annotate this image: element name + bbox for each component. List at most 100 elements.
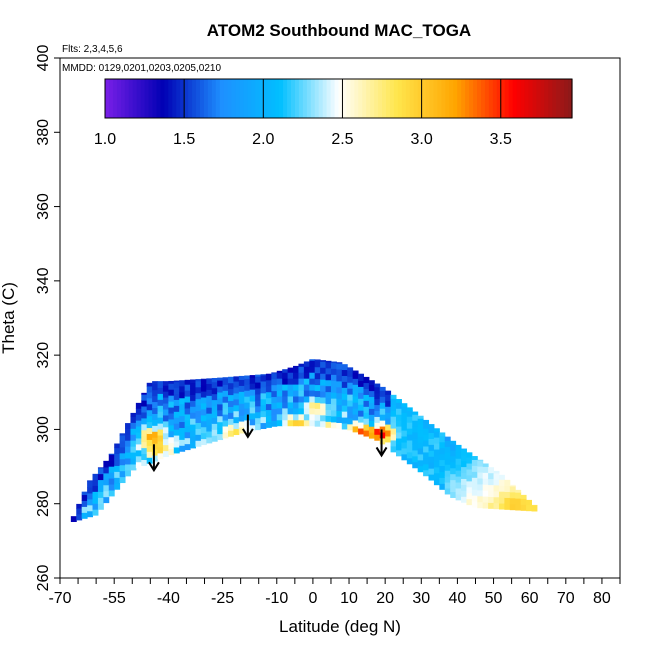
heatmap-cell (152, 431, 159, 438)
heatmap-cell (368, 432, 375, 439)
heatmap-cell (450, 473, 457, 481)
colorbar-segment (219, 79, 225, 118)
heatmap-cell (498, 497, 505, 504)
heatmap-cell (265, 421, 272, 428)
heatmap-cell (358, 373, 364, 376)
heatmap-cell (455, 444, 462, 447)
x-tick-label: 20 (376, 590, 394, 607)
heatmap-cell (108, 453, 115, 455)
heatmap-cell (471, 489, 478, 496)
heatmap-cell (455, 482, 462, 489)
heatmap-cell (309, 407, 316, 415)
heatmap-cell (135, 449, 142, 457)
heatmap-cell (233, 376, 240, 382)
heatmap-cell (406, 422, 413, 429)
heatmap-cell (217, 392, 224, 399)
heatmap-cell (303, 384, 310, 391)
heatmap-cell (125, 463, 131, 471)
heatmap-cell (412, 443, 419, 451)
colorbar-segment (516, 79, 522, 118)
heatmap-cell (206, 401, 213, 408)
heatmap-cell (433, 437, 440, 444)
heatmap-cell (293, 401, 299, 409)
heatmap-cell (233, 392, 240, 400)
x-axis: -70 -55 -40 -25 -10 0 10 20 30 40 50 60 70 80 (48, 578, 621, 607)
heatmap-cell (352, 425, 359, 433)
colorbar-segment (255, 79, 260, 118)
heatmap-cell (195, 404, 202, 412)
heatmap-cell (352, 384, 359, 391)
heatmap-cell (488, 467, 495, 474)
heatmap-cell (433, 449, 440, 456)
heatmap-cell (390, 404, 397, 411)
heatmap-cell (217, 397, 224, 405)
heatmap-cell (379, 426, 386, 433)
heatmap-cell (330, 410, 337, 417)
heatmap-cell (325, 421, 332, 428)
heatmap-cell (81, 506, 88, 513)
heatmap-cell (379, 432, 386, 439)
heatmap-cell (97, 479, 104, 487)
heatmap-cell (379, 386, 386, 391)
colorbar-segment (488, 79, 494, 118)
heatmap-cell (135, 426, 142, 433)
heatmap-cell (314, 390, 321, 397)
heatmap-cell (276, 396, 283, 403)
heatmap-cell (130, 440, 137, 447)
heatmap-cell (368, 408, 375, 415)
heatmap-cell (211, 405, 218, 413)
heatmap-cell (168, 412, 175, 420)
x-tick-label: -10 (265, 590, 288, 607)
heatmap-cell (238, 375, 245, 380)
heatmap-cell (385, 400, 392, 407)
heatmap-cell (195, 434, 202, 441)
heatmap-cell (358, 392, 364, 399)
heatmap-cell (135, 455, 142, 463)
heatmap-cell (417, 442, 424, 449)
heatmap-cell (374, 434, 381, 441)
heatmap-cell (249, 383, 256, 390)
heatmap-cell (135, 420, 142, 427)
heatmap-cell (498, 503, 505, 510)
heatmap-cell (504, 491, 511, 498)
heatmap-cell (173, 399, 180, 406)
heatmap-cell (347, 370, 354, 377)
heatmap-cell (276, 378, 283, 385)
heatmap-cell (206, 413, 213, 420)
heatmap-cell (488, 472, 495, 480)
heatmap-cell (162, 381, 169, 386)
colorbar-segment (302, 79, 308, 118)
heatmap-cell (228, 382, 234, 390)
heatmap-cell (401, 447, 408, 455)
heatmap-cell (81, 512, 88, 519)
heatmap-cell (211, 423, 218, 430)
heatmap-cell (282, 413, 289, 421)
heatmap-cell (168, 430, 175, 438)
heatmap-cell (309, 372, 316, 379)
colorbar-segment (564, 79, 569, 118)
annotation-arrows (148, 414, 388, 473)
plot-frame (59, 57, 621, 579)
heatmap-cell (466, 457, 473, 464)
heatmap-cell (179, 409, 186, 417)
heatmap-cell (336, 386, 343, 394)
heatmap-cell (439, 447, 446, 455)
heatmap-cell (390, 434, 397, 441)
heatmap-cell (336, 410, 343, 418)
heatmap-cell (287, 367, 294, 373)
heatmap-cell (255, 388, 262, 395)
heatmap-cell (320, 373, 327, 380)
colorbar-segment (457, 79, 462, 118)
heatmap-cell (157, 446, 164, 454)
heatmap-cell (114, 447, 121, 455)
heatmap-cell (531, 505, 538, 512)
heatmap-cell (179, 439, 186, 446)
heatmap-cell (233, 428, 240, 436)
colorbar-segment (259, 79, 264, 118)
heatmap-cell (135, 408, 142, 415)
colorbar-segment (536, 79, 541, 118)
heatmap-cell (228, 388, 234, 396)
heatmap-cell (352, 370, 359, 373)
heatmap-cell (433, 454, 440, 462)
colorbar-segment (231, 79, 237, 118)
